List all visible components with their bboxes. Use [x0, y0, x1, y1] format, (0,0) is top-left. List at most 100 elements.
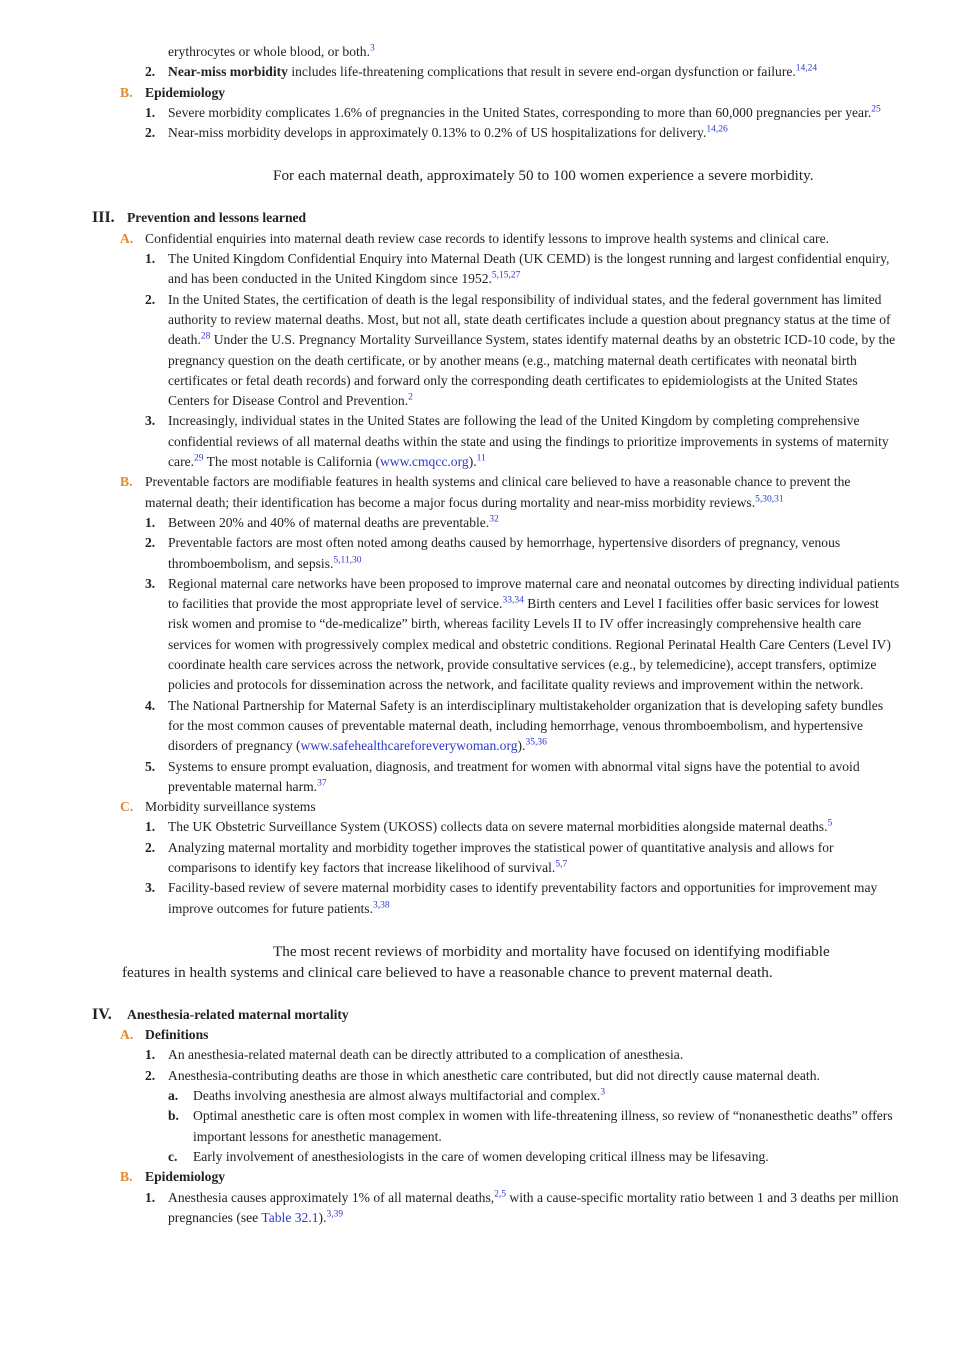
- section-heading: III. Prevention and lessons learned: [0, 208, 953, 228]
- text: Between 20% and 40% of maternal deaths a…: [168, 515, 499, 530]
- text-run: Facility-based review of severe maternal…: [168, 880, 878, 916]
- bold-term: Epidemiology: [145, 84, 226, 100]
- text-run: Deaths involving anesthesia are almost a…: [193, 1088, 601, 1104]
- reference: 5,30,31: [755, 494, 784, 505]
- list-item: 3. Facility-based review of severe matern…: [0, 878, 953, 919]
- marker: B.: [120, 84, 133, 100]
- text: Near-miss morbidity develops in approxim…: [168, 125, 728, 140]
- bold-term: Near-miss morbidity: [168, 64, 288, 80]
- marker: 2.: [145, 535, 156, 551]
- text: In the United States, the certification …: [168, 292, 895, 408]
- text: Anesthesia-contributing deaths are those…: [168, 1068, 820, 1083]
- text: Early involvement of anesthesiologists i…: [193, 1149, 769, 1164]
- text: Optimal anesthetic care is often most co…: [193, 1108, 893, 1143]
- link[interactable]: Table 32.1: [261, 1209, 319, 1225]
- reference: 14,24: [795, 63, 818, 74]
- reference: 25: [871, 104, 881, 115]
- bold-term: Definitions: [145, 1027, 209, 1043]
- list-item: 2. In the United States, the certificatio…: [0, 290, 953, 412]
- link[interactable]: www.safehealthcareforeverywoman.org: [300, 738, 518, 754]
- reference: 2,5: [494, 1189, 507, 1200]
- list-item: 1. Severe morbidity complicates 1.6% of p…: [0, 103, 953, 123]
- marker: a.: [168, 1088, 179, 1104]
- section-title: Prevention and lessons learned: [127, 210, 307, 226]
- marker: 2.: [145, 291, 156, 307]
- subsection-heading: B. Epidemiology: [0, 1167, 953, 1187]
- continued-text: erythrocytes or whole blood, or both.3: [0, 42, 953, 62]
- marker: 3.: [145, 413, 156, 429]
- marker: B.: [120, 474, 133, 490]
- reference: 35,36: [525, 737, 547, 748]
- reference: 3: [369, 43, 375, 54]
- text-run: with a cause-specific mortality ratio be…: [168, 1189, 899, 1225]
- text-run: ).: [517, 738, 526, 754]
- list-item: 1. Anesthesia causes approximately 1% of …: [0, 1188, 953, 1229]
- marker: 3.: [145, 575, 156, 591]
- marker: B.: [120, 1169, 133, 1185]
- text-run: Under the U.S. Pregnancy Mortality Surve…: [168, 332, 896, 409]
- text: Epidemiology: [145, 1169, 225, 1184]
- marker: 2.: [145, 125, 156, 141]
- text: Anesthesia causes approximately 1% of al…: [168, 1189, 899, 1225]
- reference: 11: [476, 453, 486, 464]
- list-item: 1. An anesthesia-related maternal death c…: [0, 1045, 953, 1065]
- text: Confidential enquiries into maternal dea…: [145, 231, 829, 246]
- subsection-heading: A. Confidential enquiries into maternal d…: [0, 229, 953, 249]
- reference: 32: [489, 514, 499, 525]
- text-run: Preventable factors are modifiable featu…: [145, 474, 851, 510]
- text-run: Preventable factors are most often noted…: [168, 535, 841, 571]
- subsection-heading: C. Morbidity surveillance systems: [0, 797, 953, 817]
- text-run: In the United States, the certification …: [168, 291, 891, 348]
- text: The National Partnership for Maternal Sa…: [168, 698, 883, 754]
- text-run: erythrocytes or whole blood, or both.: [168, 44, 370, 59]
- text-run: Between 20% and 40% of maternal deaths a…: [168, 514, 490, 530]
- marker: 2.: [145, 839, 156, 855]
- callout: The most recent reviews of morbidity and…: [122, 942, 830, 981]
- list-item: 3. Regional maternal care networks have b…: [0, 574, 953, 696]
- sub-list-item: b. Optimal anesthetic care is often most …: [0, 1106, 953, 1147]
- sub-list-item: c. Early involvement of anesthesiologists…: [0, 1147, 953, 1167]
- text-run: The National Partnership for Maternal Sa…: [168, 697, 884, 754]
- text: Regional maternal care networks have bee…: [168, 576, 899, 692]
- marker: C.: [120, 799, 134, 815]
- text: Preventable factors are modifiable featu…: [145, 474, 850, 509]
- text-run: Early involvement of anesthesiologists i…: [193, 1148, 769, 1164]
- text: Analyzing maternal mortality and morbidi…: [168, 840, 834, 875]
- marker: 2.: [145, 1067, 156, 1083]
- marker: 1.: [145, 1047, 156, 1063]
- list-item: 2. Preventable factors are most often not…: [0, 533, 953, 574]
- text: Morbidity surveillance systems: [145, 799, 316, 814]
- text: Increasingly, individual states in the U…: [168, 413, 889, 469]
- link[interactable]: www.cmqcc.org: [379, 454, 469, 470]
- section-numeral: IV.: [92, 1005, 112, 1023]
- list-item: 2. Near-miss morbidity includes life-thre…: [0, 62, 953, 82]
- text: Definitions: [145, 1027, 208, 1042]
- text-run: ).: [318, 1209, 327, 1225]
- callout: For each maternal death, approximately 5…: [273, 167, 814, 185]
- list-item: 1. The UK Obstetric Surveillance System (…: [0, 817, 953, 837]
- marker: c.: [168, 1148, 178, 1164]
- bold-term: Epidemiology: [145, 1169, 226, 1185]
- text-run: Confidential enquiries into maternal dea…: [145, 230, 830, 246]
- reference: 5: [827, 818, 833, 829]
- marker: 4.: [145, 697, 156, 713]
- section-title: Anesthesia-related maternal mortality: [127, 1006, 349, 1022]
- reference: 5,11,30: [333, 555, 362, 565]
- reference: 2: [408, 392, 413, 403]
- reference: 14,26: [706, 124, 728, 135]
- reference: 28: [200, 331, 211, 342]
- list-item: 2. Near-miss morbidity develops in approx…: [0, 123, 953, 143]
- text-run: Regional maternal care networks have bee…: [168, 575, 900, 612]
- text: Near-miss morbidity includes life-threat…: [168, 64, 817, 79]
- marker: 2.: [145, 64, 156, 80]
- list-item: 1. The United Kingdom Confidential Enquir…: [0, 249, 953, 290]
- text-run: Near-miss morbidity develops in approxim…: [168, 125, 707, 141]
- marker: 1.: [145, 104, 156, 120]
- text-run: Morbidity surveillance systems: [145, 799, 316, 815]
- text: erythrocytes or whole blood, or both.3: [168, 44, 375, 59]
- text: An anesthesia-related maternal death can…: [168, 1047, 683, 1062]
- text-run: Severe morbidity complicates 1.6% of pre…: [168, 104, 872, 120]
- marker: 1.: [145, 251, 156, 267]
- section-numeral: III.: [92, 209, 115, 227]
